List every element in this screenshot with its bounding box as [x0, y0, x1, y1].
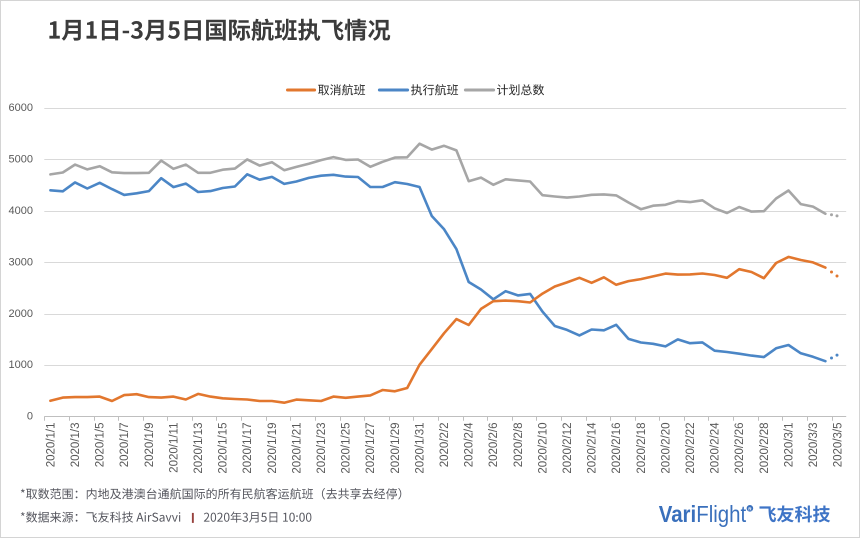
svg-text:2020/3/1: 2020/3/1 [783, 423, 795, 468]
svg-text:R: R [748, 506, 752, 511]
svg-text:3000: 3000 [9, 256, 33, 268]
svg-text:2020/1/5: 2020/1/5 [95, 423, 107, 468]
svg-text:2020/2/24: 2020/2/24 [710, 422, 722, 474]
svg-text:2020/2/10: 2020/2/10 [537, 423, 549, 474]
svg-text:2020/1/19: 2020/1/19 [267, 423, 279, 474]
svg-text:2020/1/9: 2020/1/9 [144, 423, 156, 468]
svg-text:2020/1/15: 2020/1/15 [218, 423, 230, 474]
svg-text:2020/1/31: 2020/1/31 [414, 423, 426, 474]
svg-text:0: 0 [27, 411, 33, 423]
svg-text:2020/2/2: 2020/2/2 [439, 423, 451, 468]
svg-text:2020/1/7: 2020/1/7 [119, 423, 131, 468]
svg-text:2020/1/13: 2020/1/13 [193, 423, 205, 474]
svg-text:2020/2/22: 2020/2/22 [685, 423, 697, 474]
svg-text:2000: 2000 [9, 308, 33, 320]
svg-text:2020/2/18: 2020/2/18 [636, 423, 648, 474]
svg-text:2020/2/12: 2020/2/12 [562, 423, 574, 474]
svg-text:2020/1/1: 2020/1/1 [45, 423, 57, 468]
svg-text:2020/1/21: 2020/1/21 [291, 423, 303, 474]
svg-text:2020/1/11: 2020/1/11 [168, 423, 180, 473]
svg-text:2020/1/3: 2020/1/3 [70, 423, 82, 468]
svg-text:5000: 5000 [9, 154, 33, 166]
svg-text:2020/2/14: 2020/2/14 [587, 422, 599, 474]
svg-text:2020/2/16: 2020/2/16 [611, 423, 623, 474]
svg-text:4000: 4000 [9, 205, 33, 217]
svg-text:2020/2/26: 2020/2/26 [734, 423, 746, 474]
svg-text:2020/1/25: 2020/1/25 [341, 423, 353, 474]
svg-text:2020/1/27: 2020/1/27 [365, 423, 377, 474]
svg-text:2020/3/5: 2020/3/5 [833, 423, 845, 468]
svg-text:2020/2/4: 2020/2/4 [464, 422, 476, 467]
svg-text:6000: 6000 [9, 102, 33, 114]
svg-text:2020/1/17: 2020/1/17 [242, 423, 254, 474]
svg-text:1000: 1000 [9, 359, 33, 371]
svg-text:2020/2/6: 2020/2/6 [488, 423, 500, 468]
svg-text:2020/2/28: 2020/2/28 [759, 423, 771, 474]
svg-text:2020/1/29: 2020/1/29 [390, 423, 402, 474]
svg-text:2020/1/23: 2020/1/23 [316, 423, 328, 474]
svg-text:2020/2/8: 2020/2/8 [513, 423, 525, 468]
svg-text:2020/3/3: 2020/3/3 [808, 423, 820, 468]
svg-text:VariFlight: VariFlight [659, 501, 747, 527]
svg-text:2020/2/20: 2020/2/20 [660, 423, 672, 474]
